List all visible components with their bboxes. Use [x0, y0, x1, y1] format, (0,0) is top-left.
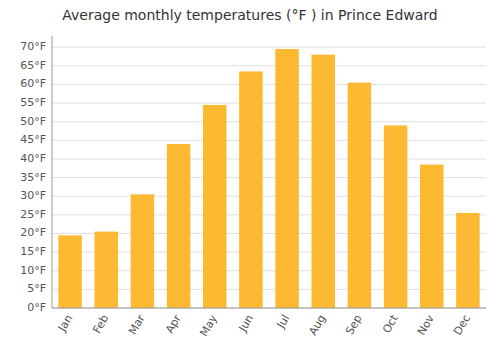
- x-tick-label: Sep: [343, 312, 365, 336]
- y-tick-label: 25°F: [20, 208, 46, 221]
- bar: [58, 235, 82, 308]
- x-tick-label: Jul: [274, 313, 292, 332]
- y-tick-label: 35°F: [20, 171, 46, 184]
- x-tick-label: Nov: [415, 312, 437, 338]
- x-tick-label: Mar: [126, 312, 148, 337]
- bar: [456, 213, 480, 308]
- y-tick-label: 0°F: [27, 301, 46, 314]
- grid-line: [52, 308, 486, 309]
- grid-line: [52, 47, 486, 48]
- x-axis-line: [52, 308, 486, 309]
- y-tick-label: 65°F: [20, 59, 46, 72]
- x-tick-label: Oct: [380, 312, 401, 336]
- y-tick-label: 45°F: [20, 133, 46, 146]
- bar: [348, 83, 372, 308]
- chart-svg: 0°F 5°F 10°F 15°F 20°F 25°F 30°F 35°F 40°F 45°F 50…: [0, 0, 500, 350]
- grid-line: [52, 103, 486, 104]
- y-tick-label: 70°F: [20, 40, 46, 53]
- y-tick-label: 10°F: [20, 264, 46, 277]
- bar: [275, 49, 299, 308]
- x-tick-label: Aug: [306, 313, 328, 338]
- y-tick-label: 5°F: [27, 282, 46, 295]
- grid-line: [52, 84, 486, 85]
- bar: [131, 194, 155, 308]
- bar: [384, 125, 408, 308]
- y-tick-label: 40°F: [20, 152, 46, 165]
- y-tick-label: 55°F: [20, 96, 46, 109]
- x-tick-label: Jun: [236, 312, 256, 334]
- y-tick-label: 15°F: [20, 245, 46, 258]
- chart-container: 0°F 5°F 10°F 15°F 20°F 25°F 30°F 35°F 40°F 45°F 50…: [0, 0, 500, 350]
- y-tick-label: 60°F: [20, 77, 46, 90]
- grid-line: [52, 65, 486, 66]
- y-axis-line: [52, 36, 53, 308]
- x-tick-label: May: [197, 312, 220, 339]
- y-tick-label: 20°F: [20, 226, 46, 239]
- bar: [94, 232, 118, 308]
- grid: [52, 47, 486, 308]
- grid-line: [52, 158, 486, 159]
- title: Average monthly temperatures (°F ) in Pr…: [62, 7, 437, 23]
- x-tick-label: Jan: [55, 312, 75, 334]
- bar: [420, 165, 444, 308]
- bar: [203, 105, 227, 308]
- bar: [167, 144, 191, 308]
- x-tick-label: Apr: [163, 312, 184, 335]
- x-axis: Jan Feb Mar Apr May Jun Jul Aug Sep Oct Nov Dec: [52, 308, 486, 339]
- grid-line: [52, 140, 486, 141]
- x-tick-label: Dec: [451, 313, 473, 338]
- y-tick-label: 30°F: [20, 189, 46, 202]
- bar: [311, 55, 335, 308]
- y-axis: 0°F 5°F 10°F 15°F 20°F 25°F 30°F 35°F 40°F 45°F 50…: [20, 36, 52, 314]
- bars: [58, 49, 479, 308]
- x-tick-label: Feb: [90, 312, 111, 335]
- y-tick-label: 50°F: [20, 115, 46, 128]
- bar: [239, 71, 263, 308]
- grid-line: [52, 121, 486, 122]
